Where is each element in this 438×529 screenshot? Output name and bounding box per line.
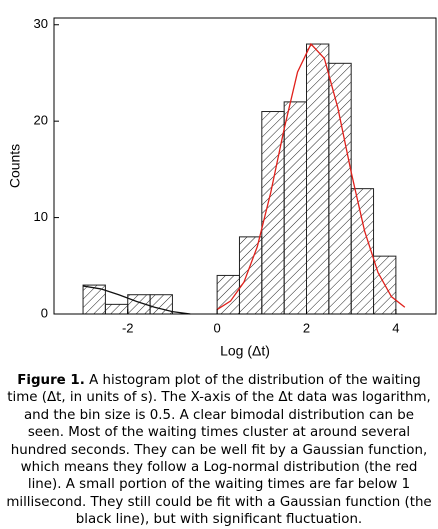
bar bbox=[283, 101, 308, 315]
x-tick-label: 0 bbox=[214, 320, 221, 335]
fit-curve bbox=[82, 285, 191, 315]
bar bbox=[216, 274, 240, 315]
y-tick-label: 30 bbox=[34, 16, 48, 31]
bar bbox=[238, 236, 263, 315]
y-tick-label: 0 bbox=[41, 305, 48, 320]
bar bbox=[306, 43, 330, 315]
y-tick-label: 20 bbox=[34, 113, 48, 128]
bar bbox=[350, 188, 375, 315]
chart: Counts Log (Δt) 0 10 20 30 -2 0 2 4 bbox=[7, 16, 437, 359]
bar bbox=[328, 62, 352, 315]
plot-frame bbox=[53, 17, 437, 315]
bar bbox=[104, 303, 129, 315]
x-tick-label: 4 bbox=[392, 320, 399, 335]
y-axis-label: Counts bbox=[7, 144, 23, 188]
x-tick-label: -2 bbox=[122, 320, 134, 335]
x-tick-label: 2 bbox=[303, 320, 310, 335]
caption: Figure 1. A histogram plot of the distri… bbox=[4, 372, 434, 529]
x-axis-label: Log (Δt) bbox=[220, 343, 270, 359]
y-tick-label: 10 bbox=[34, 209, 48, 224]
fit-curve bbox=[216, 42, 406, 311]
caption-text: A histogram plot of the distribution of … bbox=[6, 373, 432, 528]
caption-label: Figure 1. bbox=[17, 373, 85, 388]
